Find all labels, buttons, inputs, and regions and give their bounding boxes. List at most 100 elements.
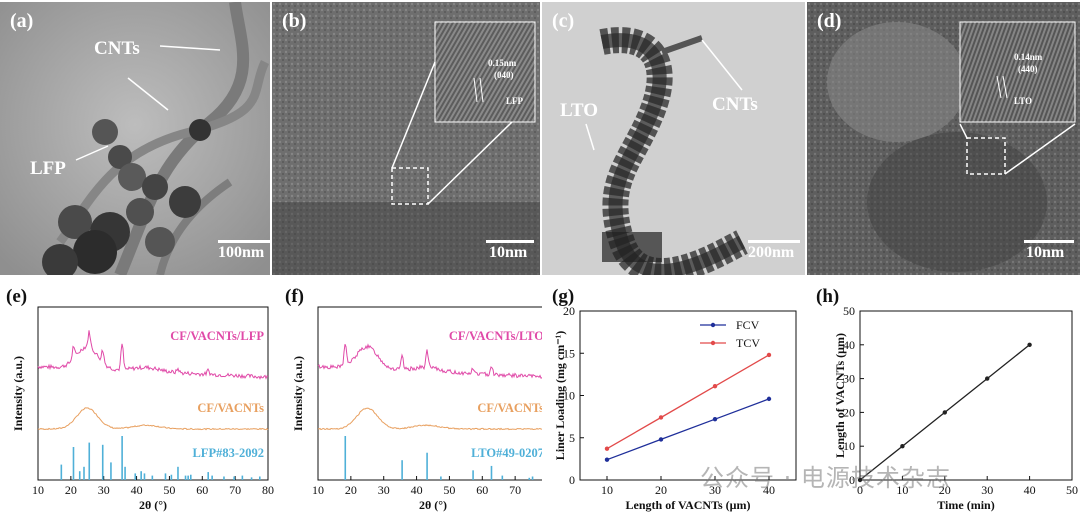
data-point — [712, 416, 718, 422]
data-point — [712, 384, 718, 389]
x-tick-label: 40 — [763, 483, 775, 497]
scale-label-c: 200nm — [748, 244, 795, 261]
panel-label-g: (g) — [552, 286, 575, 307]
cnts-annotation-a: CNTs — [94, 38, 140, 59]
watermark: 公众号 · 电源技术杂志 — [700, 464, 951, 492]
series-label: CF/VACNTs — [197, 401, 264, 415]
annotation-arrows-a — [75, 45, 221, 161]
y-tick-label: 0 — [569, 473, 575, 487]
lfp-annotation-a: LFP — [30, 158, 66, 179]
x-axis-label: 2θ (°) — [419, 498, 447, 512]
y-tick-label: 20 — [843, 405, 855, 419]
tem-image-c — [542, 2, 805, 275]
x-tick-label: 30 — [981, 483, 993, 497]
x-tick-label: 50 — [443, 483, 455, 497]
data-point — [857, 477, 863, 483]
series-line — [606, 354, 770, 450]
x-tick-label: 30 — [709, 483, 721, 497]
legend-marker — [710, 322, 716, 328]
x-tick-label: 50 — [1066, 483, 1078, 497]
tem-image-b — [272, 2, 540, 275]
series-label: CF/VACNTs/LFP — [170, 329, 264, 343]
x-tick-label: 50 — [163, 483, 175, 497]
x-axis-label: 2θ (°) — [139, 498, 167, 512]
data-point — [604, 457, 610, 462]
data-point — [658, 437, 664, 442]
x-tick-label: 0 — [857, 483, 863, 497]
scale-bar-d — [1024, 240, 1074, 243]
lattice-plane-d: (440) — [1018, 64, 1038, 74]
y-tick-label: 10 — [843, 439, 855, 453]
y-tick-label: 50 — [843, 304, 855, 318]
tem-image-a — [0, 2, 270, 275]
x-tick-label: 60 — [196, 483, 208, 497]
x-tick-label: 20 — [65, 483, 77, 497]
series-line-composite — [37, 330, 269, 380]
cnts-annotation-c: CNTs — [712, 94, 758, 115]
panel-label-b: (b) — [282, 10, 307, 32]
x-axis-label: Time (min) — [937, 498, 994, 512]
y-tick-label: 20 — [563, 304, 575, 318]
series-line — [606, 398, 770, 461]
data-point — [604, 446, 610, 451]
x-tick-label: 10 — [32, 483, 44, 497]
tem-panel-a — [0, 2, 270, 275]
x-tick-label: 10 — [896, 483, 908, 497]
scale-label-d: 10nm — [1026, 244, 1065, 261]
y-tick-label: 0 — [849, 473, 855, 487]
scale-bar-a — [218, 240, 270, 243]
y-tick-label: 10 — [563, 389, 575, 403]
series-label: CF/VACNTs/LTO — [449, 329, 542, 343]
series-line-composite — [317, 343, 542, 379]
scale-label-b: 10nm — [489, 244, 528, 261]
x-tick-label: 40 — [131, 483, 143, 497]
annotation-arrows-c — [585, 39, 743, 151]
tem-panel-d — [807, 2, 1080, 275]
series-line-cf-vacnts — [37, 407, 269, 431]
phase-label-b: LFP — [506, 96, 523, 106]
x-tick-label: 80 — [262, 483, 274, 497]
x-tick-label: 20 — [345, 483, 357, 497]
y-axis-label: Length of VACNTs (μm) — [833, 333, 847, 458]
series-line-cf-vacnts — [317, 407, 542, 431]
panel-label-a: (a) — [10, 10, 34, 32]
x-tick-label: 40 — [411, 483, 423, 497]
scale-label-a: 100nm — [218, 244, 265, 261]
data-point — [942, 410, 947, 415]
data-point — [1027, 342, 1032, 347]
legend-label: TCV — [736, 336, 760, 350]
tem-image-d — [807, 2, 1080, 275]
data-point — [985, 376, 990, 381]
plot-frame — [579, 310, 797, 481]
legend-marker — [710, 340, 716, 346]
loading-chart-g: 10 20 30 40 Length of VACNTs (μm) Liner Loadi… — [553, 304, 797, 512]
x-tick-label: 20 — [655, 483, 667, 497]
x-tick-label: 70 — [509, 483, 521, 497]
y-axis-label: Intensity (a.u.) — [11, 356, 25, 431]
x-tick-label: 10 — [601, 483, 613, 497]
tem-panel-c — [542, 2, 805, 275]
y-axis-label: Liner Loading (mg cm⁻¹) — [553, 331, 567, 460]
d-spacing-b: 0.15nm — [488, 58, 517, 68]
xrd-chart-e: 10 20 30 40 50 60 70 80 2θ (°) Intensity (a.u.) CF… — [11, 306, 274, 512]
series-label: LTO#49-0207 — [471, 446, 542, 460]
lto-annotation-c: LTO — [560, 100, 599, 121]
x-tick-label: 20 — [939, 483, 951, 497]
y-tick-label: 5 — [569, 431, 575, 445]
data-point — [766, 352, 772, 358]
series-label: CF/VACNTs — [477, 401, 542, 415]
d-spacing-d: 0.14nm — [1014, 52, 1043, 62]
x-tick-label: 30 — [98, 483, 110, 497]
x-axis-label: Length of VACNTs (μm) — [626, 498, 751, 512]
panel-label-c: (c) — [552, 10, 575, 32]
y-tick-label: 30 — [843, 372, 855, 386]
growth-chart-h: 0 10 20 30 40 50 Time (min) Length of VACNTs (μ… — [833, 304, 1078, 512]
phase-label-d: LTO — [1014, 96, 1033, 106]
x-tick-label: 70 — [229, 483, 241, 497]
x-tick-label: 10 — [312, 483, 324, 497]
x-tick-label: 30 — [378, 483, 390, 497]
data-point — [900, 444, 905, 449]
y-tick-label: 15 — [563, 346, 575, 360]
tem-panel-b — [272, 2, 540, 275]
